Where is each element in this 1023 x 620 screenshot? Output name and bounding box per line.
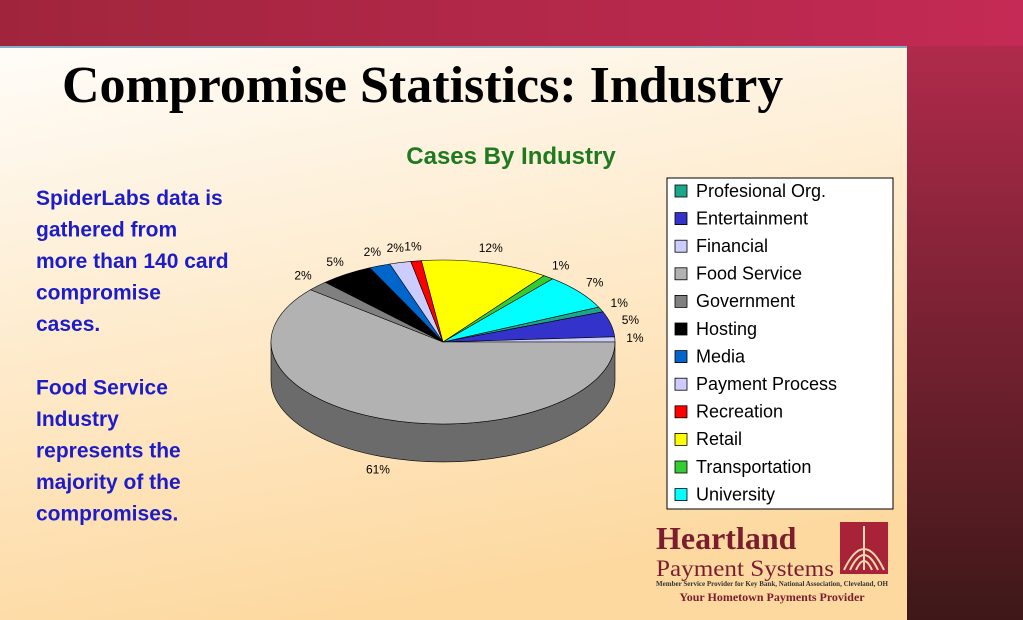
body-line: compromises.	[36, 503, 178, 526]
chart-title: Cases By Industry	[406, 143, 616, 170]
data-label: 7%	[586, 275, 604, 289]
legend-swatch	[674, 322, 688, 336]
legend-swatch	[674, 488, 688, 502]
pie-slice	[421, 259, 545, 343]
data-label: 1%	[611, 296, 629, 310]
pie-slice	[270, 289, 616, 425]
legend-label: Financial	[696, 236, 768, 256]
body-line: represents the	[36, 440, 181, 463]
data-label: 1%	[552, 258, 570, 272]
logo: Heartland Payment Systems Member Service…	[656, 520, 888, 604]
body-line: Food Service	[36, 377, 168, 400]
legend-swatch	[674, 377, 688, 391]
legend-label: Food Service	[696, 264, 802, 284]
body-line: cases.	[36, 313, 100, 336]
body-line: more than 140 card	[36, 250, 229, 273]
top-band	[0, 0, 1023, 46]
legend-swatch	[674, 294, 688, 308]
data-label: 1%	[404, 239, 422, 253]
body-text: SpiderLabs data is gathered from more than…	[36, 187, 229, 526]
legend-swatch	[674, 212, 688, 226]
body-line: SpiderLabs data is	[36, 187, 223, 210]
logo-slogan: Your Hometown Payments Provider	[679, 590, 865, 604]
slide-title: Compromise Statistics: Industry	[62, 57, 783, 114]
logo-note: Member Service Provider for Key Bank, Na…	[656, 579, 888, 588]
legend-label: Payment Process	[696, 374, 837, 394]
logo-icon-lines	[843, 526, 885, 571]
data-label: 5%	[622, 313, 640, 327]
legend: Profesional Org. Entertainment Financial Fo…	[674, 181, 837, 504]
data-label: 1%	[626, 331, 644, 345]
body-line: majority of the	[36, 471, 181, 494]
side-band	[907, 46, 1023, 620]
legend-swatch	[674, 460, 688, 474]
legend-label: Entertainment	[696, 208, 808, 228]
body-line: gathered from	[36, 219, 177, 242]
legend-label: Hosting	[696, 319, 757, 339]
pie: 1%5%1%61%2%5%2% 2% 1% 12%1%7%	[270, 239, 644, 476]
legend-swatch	[674, 405, 688, 419]
legend-label: Retail	[696, 429, 742, 449]
data-label: 12%	[479, 241, 503, 255]
data-label: 5%	[326, 255, 344, 269]
body-line: compromise	[36, 282, 161, 305]
legend-label: Media	[696, 346, 746, 366]
logo-name: Heartland	[656, 520, 797, 556]
logo-subname: Payment Systems	[656, 556, 834, 581]
data-label: 61%	[366, 462, 390, 476]
data-label: 2%	[364, 245, 382, 259]
legend-swatch	[674, 239, 688, 253]
data-label: 2%	[387, 241, 405, 255]
pie-slice	[442, 278, 600, 343]
data-label: 2%	[294, 268, 312, 282]
legend-swatch	[674, 267, 688, 281]
legend-label: Government	[696, 291, 795, 311]
legend-swatch	[674, 350, 688, 364]
legend-swatch	[674, 184, 688, 198]
legend-label: Recreation	[696, 402, 783, 422]
legend-swatch	[674, 432, 688, 446]
legend-label: Profesional Org.	[696, 181, 826, 201]
legend-label: University	[696, 484, 775, 504]
legend-box	[666, 177, 894, 510]
body-line: Industry	[36, 408, 119, 431]
legend-label: Transportation	[696, 457, 811, 477]
